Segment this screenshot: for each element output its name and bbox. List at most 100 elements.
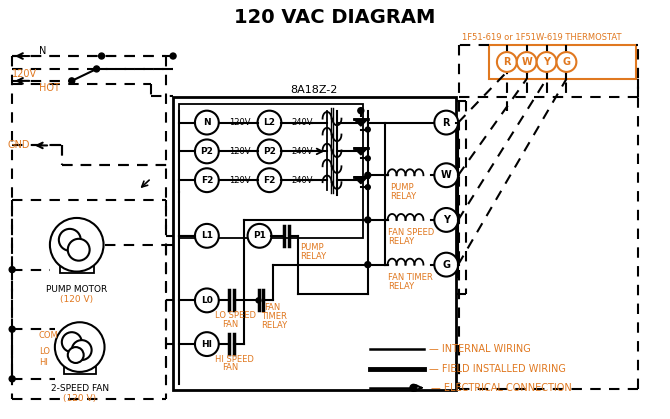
Circle shape [195,111,219,134]
Text: PUMP MOTOR: PUMP MOTOR [46,285,107,294]
Text: 240V: 240V [291,147,313,156]
Circle shape [69,78,75,84]
Text: (120 V): (120 V) [63,394,96,403]
Text: 240V: 240V [291,176,313,185]
Text: FAN: FAN [265,303,281,312]
Circle shape [68,239,90,261]
Text: RELAY: RELAY [300,252,326,261]
Circle shape [434,111,458,134]
Text: PUMP: PUMP [300,243,324,252]
Circle shape [248,224,271,248]
Text: RELAY: RELAY [388,282,414,291]
Circle shape [50,218,104,272]
Circle shape [537,52,557,72]
Bar [60,265,94,273]
Text: HI SPEED: HI SPEED [215,354,254,364]
Circle shape [364,172,371,178]
Text: P2: P2 [200,147,213,156]
Text: W: W [521,57,532,67]
Bar [173,97,456,390]
Circle shape [257,140,281,163]
Text: FAN TIMER: FAN TIMER [388,273,432,282]
Text: TIMER: TIMER [261,312,287,321]
Text: 120V: 120V [228,176,250,185]
Text: G: G [562,57,570,67]
Text: 120V: 120V [228,147,250,156]
Text: LO SPEED: LO SPEED [215,311,256,320]
Circle shape [434,163,458,187]
Text: 1F51-619 or 1F51W-619 THERMOSTAT: 1F51-619 or 1F51W-619 THERMOSTAT [462,33,621,41]
Circle shape [364,261,371,268]
Bar [179,104,363,238]
Circle shape [410,384,417,391]
Text: PUMP: PUMP [390,183,413,191]
Circle shape [94,66,100,72]
Text: L1: L1 [201,231,213,241]
Circle shape [257,168,281,192]
Text: R: R [442,118,450,127]
Text: N: N [39,46,46,56]
Circle shape [365,127,371,132]
Circle shape [9,326,15,332]
Text: 120 VAC DIAGRAM: 120 VAC DIAGRAM [234,8,436,27]
Circle shape [98,53,105,59]
Text: Y: Y [443,215,450,225]
Circle shape [557,52,576,72]
Circle shape [195,224,219,248]
Text: COM: COM [39,331,59,340]
Circle shape [434,208,458,232]
Text: HI: HI [202,340,212,349]
Text: — INTERNAL WIRING: — INTERNAL WIRING [429,344,531,354]
Text: RELAY: RELAY [390,191,416,201]
Text: P1: P1 [253,231,266,241]
Text: R: R [503,57,511,67]
Text: Y: Y [543,57,550,67]
Text: 240V: 240V [291,118,313,127]
Text: L0: L0 [201,296,213,305]
Bar [489,45,636,79]
Text: LO: LO [39,347,50,356]
Text: 8A18Z-2: 8A18Z-2 [291,85,338,95]
Circle shape [170,53,176,59]
Circle shape [497,52,517,72]
Circle shape [9,266,15,273]
Text: 120V: 120V [228,118,250,127]
Text: 120V: 120V [12,69,38,79]
Text: HOT: HOT [39,83,60,93]
Text: HI: HI [39,359,48,367]
Circle shape [358,108,364,114]
Circle shape [55,322,105,372]
Text: F2: F2 [201,176,213,185]
Text: RELAY: RELAY [261,321,287,330]
Text: GND: GND [7,140,29,150]
Circle shape [434,253,458,277]
Circle shape [195,288,219,312]
Text: FAN SPEED: FAN SPEED [388,228,434,237]
Text: W: W [441,170,452,180]
Text: — FIELD INSTALLED WIRING: — FIELD INSTALLED WIRING [429,364,566,374]
Circle shape [517,52,537,72]
Polygon shape [354,177,368,184]
Text: 2-SPEED FAN: 2-SPEED FAN [51,384,109,393]
Text: G: G [442,260,450,270]
Circle shape [72,340,92,360]
Circle shape [62,332,82,352]
Circle shape [195,168,219,192]
Circle shape [195,332,219,356]
Circle shape [364,217,371,223]
Circle shape [195,140,219,163]
Text: RELAY: RELAY [388,237,414,246]
Circle shape [68,347,84,363]
Text: F2: F2 [263,176,275,185]
Text: L2: L2 [263,118,275,127]
Circle shape [365,156,371,161]
Polygon shape [354,119,368,126]
Circle shape [59,229,80,251]
Polygon shape [354,148,368,155]
Text: — ELECTRICAL CONNECTION: — ELECTRICAL CONNECTION [431,383,572,393]
Circle shape [365,185,371,190]
Text: FAN: FAN [222,320,238,329]
Text: (120 V): (120 V) [60,295,93,304]
Circle shape [257,111,281,134]
Text: N: N [203,118,210,127]
